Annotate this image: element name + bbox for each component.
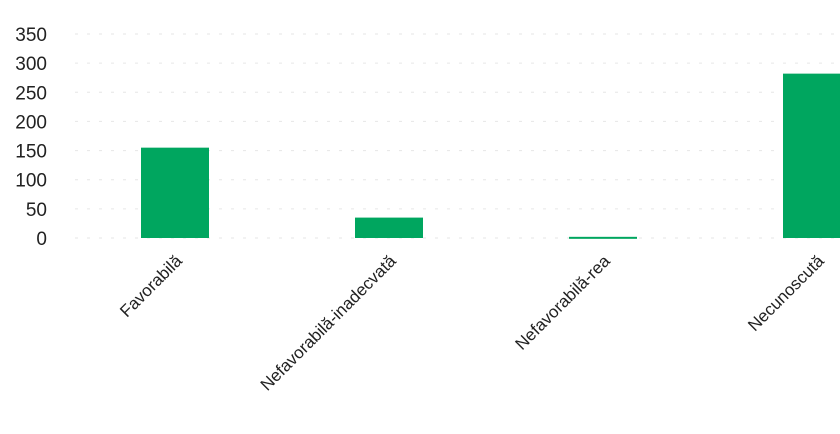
x-axis: Favorabilă Nefavorabilă-inadecvată Nefav… — [116, 251, 828, 394]
y-tick-label: 250 — [15, 83, 47, 104]
bar-favorabila — [141, 147, 209, 238]
bars — [141, 73, 840, 239]
x-tick-label: Necunoscută — [744, 251, 828, 335]
y-tick-label: 300 — [15, 54, 47, 75]
bar-nefavorabila-inadecvata — [355, 217, 423, 238]
x-tick-label: Nefavorabilă-inadecvată — [257, 251, 400, 394]
gridlines — [75, 33, 840, 239]
y-tick-label: 200 — [15, 112, 47, 133]
y-axis: 350 300 250 200 150 100 50 0 — [15, 25, 47, 250]
y-tick-label: 350 — [15, 25, 47, 46]
y-tick-label: 150 — [15, 142, 47, 163]
x-tick-label: Favorabilă — [116, 251, 186, 321]
y-tick-label: 100 — [15, 171, 47, 192]
bar-necunoscuta — [783, 73, 840, 239]
y-tick-label: 0 — [36, 229, 47, 250]
x-tick-label: Nefavorabilă-rea — [512, 251, 615, 354]
bar-nefavorabila-rea — [569, 236, 637, 239]
y-tick-label: 50 — [26, 200, 47, 221]
